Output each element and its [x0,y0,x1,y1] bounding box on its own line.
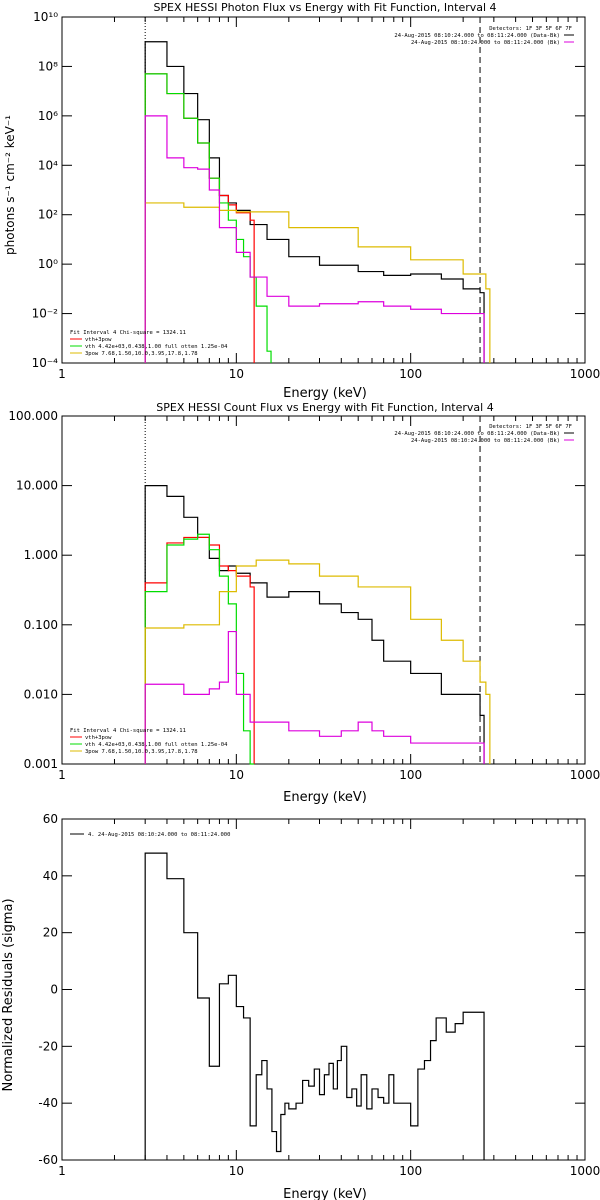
series-data [144,485,485,764]
legend-data: 24-Aug-2015 08:10:24.000 to 08:11:24.000… [394,33,560,39]
photon-x-label: Energy (keV) [283,386,367,401]
y-tick-label: 10¹⁰ [33,10,58,24]
y-tick-label: 10.000 [16,479,58,493]
count-flux-title: SPEX HESSI Count Flux vs Energy with Fit… [156,401,493,414]
series-pow [144,559,491,764]
y-tick-label: 40 [43,869,58,883]
x-tick-label: 10 [229,367,244,381]
photon-flux-title: SPEX HESSI Photon Flux vs Energy with Fi… [153,1,496,14]
photon-legend: Detectors: 1F 3F 5F 6F 7F 24-Aug-2015 08… [70,26,574,357]
y-tick-label: 10⁶ [38,109,58,123]
y-tick-label: 20 [43,926,58,940]
x-tick-label: 1000 [570,768,600,782]
residuals-panel: Normalized Residuals (sigma) Energy (keV… [1,812,600,1200]
photon-series [144,17,491,363]
x-tick-label: 10 [229,1164,244,1178]
series-bkg [144,115,485,363]
residuals-x-label: Energy (keV) [283,1187,367,1200]
y-tick-label: -60 [38,1153,58,1167]
legend-fit-interval: Fit Interval 4 Chi-square = 1324.11 [70,330,186,336]
y-tick-label: 10⁻⁴ [32,356,59,370]
legend-vth3pow: vth+3pow [85,337,112,343]
series-bkg [144,630,485,764]
y-tick-label: 0.010 [24,687,58,701]
series-total [144,73,255,363]
x-tick-label: 1 [58,367,66,381]
y-tick-label: 1.000 [24,548,58,562]
x-tick-label: 100 [399,768,422,782]
y-tick-label: 10⁰ [38,257,58,271]
x-tick-label: 10 [229,768,244,782]
legend-3pow-2: 3pow 7.68,1.50,10.0,3.95,17.8,1.78 [85,749,198,755]
y-tick-label: 0.100 [24,618,58,632]
y-tick-label: 0 [50,983,58,997]
count-flux-panel: SPEX HESSI Count Flux vs Energy with Fit… [8,401,600,805]
legend-detectors-2: Detectors: 1F 3F 5F 6F 7F [489,424,572,430]
count-x-label: Energy (keV) [283,790,367,805]
legend-detectors: Detectors: 1F 3F 5F 6F 7F [489,26,572,32]
series-data [144,41,485,363]
series-vth [144,533,255,765]
residuals-y-label: Normalized Residuals (sigma) [1,898,16,1091]
plot-frame [61,415,586,765]
y-tick-label: 60 [43,812,58,826]
x-tick-label: 1 [58,1164,66,1178]
x-tick-label: 1000 [570,367,600,381]
series-data [144,852,485,1160]
residuals-axis-ticks: 1 10 100 1000 -60 -40 -20 0 20 40 60 [38,812,600,1178]
photon-y-label: photons s⁻¹ cm⁻² keV⁻¹ [3,115,17,255]
residuals-series [70,833,485,1160]
legend-bkg-2: 24-Aug-2015 08:10:24.000 to 08:11:24.000… [411,438,560,444]
series-total [144,536,255,764]
x-tick-label: 100 [399,367,422,381]
plot-frame [61,16,586,364]
residuals-legend: 4. 24-Aug-2015 08:10:24.000 to 08:11:24.… [88,832,230,838]
legend-fit-interval-2: Fit Interval 4 Chi-square = 1324.11 [70,728,186,734]
count-series [144,416,491,765]
count-legend: Detectors: 1F 3F 5F 6F 7F 24-Aug-2015 08… [70,424,574,755]
y-tick-label: 0.001 [24,757,58,771]
legend-data-2: 24-Aug-2015 08:10:24.000 to 08:11:24.000… [394,431,560,437]
y-tick-label: -40 [38,1096,58,1110]
legend-vth-2: vth 4.42e+03,0.438,1.00 full otten 1.25e… [85,742,228,748]
x-tick-label: 100 [399,1164,422,1178]
plot-frame [61,818,586,1161]
y-tick-label: -20 [38,1039,58,1053]
series-pow [144,202,491,363]
legend-vth: vth 4.42e+03,0.438,1.00 full otten 1.25e… [85,344,228,350]
photon-axis-ticks: 1 10 100 1000 10⁻⁴ 10⁻² 10⁰ 10² 10⁴ 10⁶ 10⁸ 10¹⁰ [32,10,600,381]
legend-bkg: 24-Aug-2015 08:10:24.000 to 08:11:24.000… [411,40,560,46]
count-axis-ticks: 1 10 100 1000 0.001 0.010 0.100 1.000 10.000 100.… [8,409,600,782]
y-tick-label: 10² [38,208,58,222]
y-tick-label: 10⁸ [38,59,58,73]
legend-vth3pow-2: vth+3pow [85,735,112,741]
x-tick-label: 1 [58,768,66,782]
y-tick-label: 100.000 [8,409,58,423]
x-tick-label: 1000 [570,1164,600,1178]
y-tick-label: 10⁻² [32,307,59,321]
photon-flux-panel: SPEX HESSI Photon Flux vs Energy with Fi… [3,1,600,401]
legend-3pow: 3pow 7.68,1.50,10.0,3.95,17.8,1.78 [85,351,198,357]
y-tick-label: 10⁴ [38,158,58,172]
series-vth [144,73,272,363]
